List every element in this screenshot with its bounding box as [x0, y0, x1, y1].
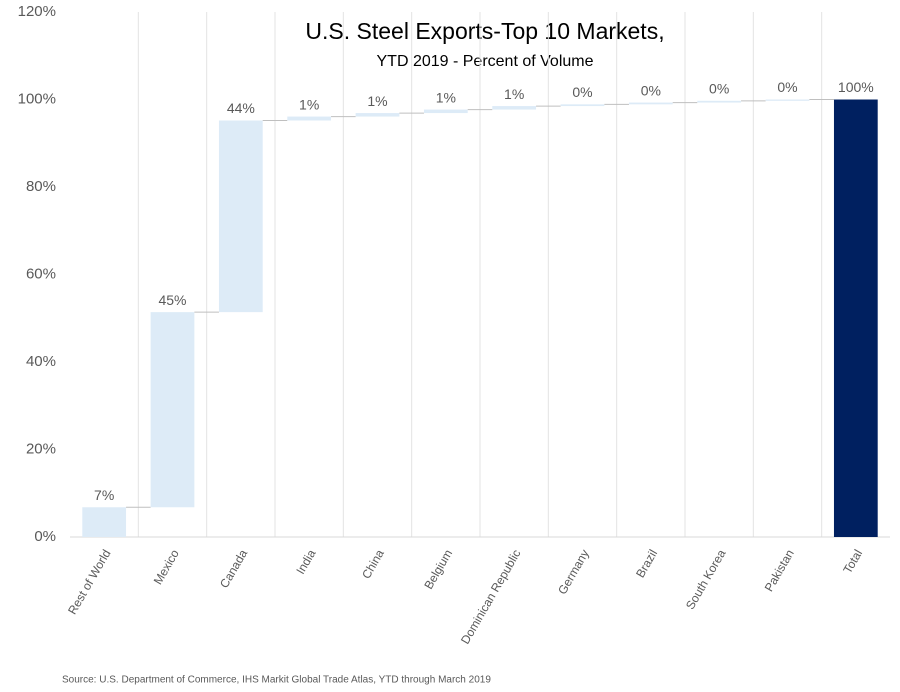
chart-subtitle: YTD 2019 - Percent of Volume	[377, 53, 594, 70]
data-label: 44%	[227, 100, 255, 116]
data-label: 45%	[158, 292, 186, 308]
y-tick-label: 20%	[26, 440, 56, 457]
bar	[423, 109, 468, 114]
data-label: 7%	[94, 487, 114, 503]
y-tick-label: 120%	[18, 3, 56, 20]
x-tick-label: Total	[840, 547, 865, 576]
bar	[492, 106, 537, 110]
data-label: 1%	[436, 89, 456, 105]
x-tick-label: Belgium	[421, 547, 455, 592]
y-tick-label: 100%	[18, 90, 56, 107]
data-label: 1%	[367, 93, 387, 109]
bar	[697, 100, 742, 103]
bar	[355, 113, 400, 117]
bar	[218, 120, 263, 313]
x-tick-label: China	[359, 547, 387, 581]
data-label: 0%	[572, 84, 592, 100]
x-tick-label: Brazil	[633, 547, 660, 580]
y-tick-label: 60%	[26, 265, 56, 282]
y-tick-label: 80%	[26, 178, 56, 195]
x-tick-label: Dominican Republic	[458, 547, 523, 646]
bar	[287, 116, 332, 121]
data-label: 0%	[709, 81, 729, 97]
x-tick-label: Pakistan	[762, 547, 797, 594]
data-label: 1%	[299, 96, 319, 112]
data-label: 100%	[838, 79, 874, 95]
chart-title: U.S. Steel Exports-Top 10 Markets,	[305, 18, 664, 44]
bar	[833, 99, 878, 537]
bar	[150, 312, 195, 508]
bar	[765, 99, 810, 101]
data-label: 0%	[777, 79, 797, 95]
x-tick-label: Mexico	[151, 547, 182, 587]
x-tick-label: India	[293, 547, 318, 577]
y-tick-label: 40%	[26, 353, 56, 370]
x-tick-label: Canada	[217, 547, 250, 591]
source-note: Source: U.S. Department of Commerce, IHS…	[62, 675, 491, 686]
x-tick-label: Rest of World	[65, 547, 113, 617]
bar	[628, 102, 673, 105]
bar	[560, 104, 605, 107]
data-label: 0%	[641, 82, 661, 98]
x-tick-label: South Korea	[683, 547, 729, 612]
data-label: 1%	[504, 86, 524, 102]
x-tick-label: Germany	[555, 547, 592, 597]
y-tick-label: 0%	[34, 528, 56, 545]
bar	[82, 507, 127, 537]
